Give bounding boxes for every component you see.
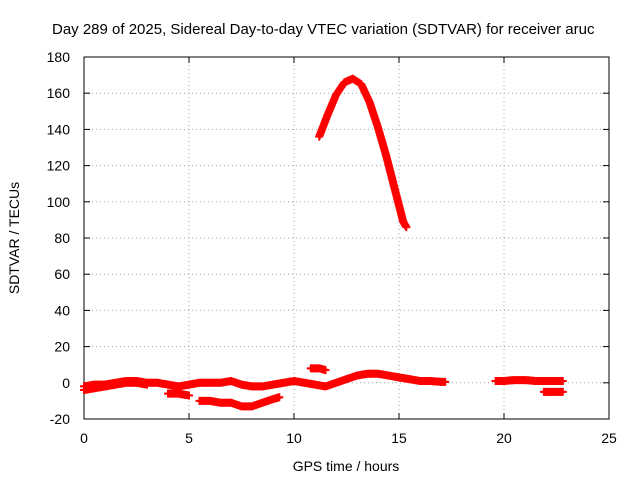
data-point — [143, 380, 151, 389]
x-tick-label: 0 — [80, 430, 88, 446]
data-point — [558, 387, 567, 396]
x-tick-label: 15 — [391, 430, 407, 446]
y-tick-label: 40 — [54, 302, 70, 318]
y-tick-label: -20 — [50, 411, 70, 427]
series-arc-short-2 — [306, 364, 330, 375]
data-point — [441, 377, 450, 386]
data-point — [558, 376, 567, 385]
plot-frame — [83, 56, 610, 420]
x-tick-label: 20 — [496, 430, 512, 446]
series-arc-late — [491, 376, 567, 385]
chart-title: Day 289 of 2025, Sidereal Day-to-day VTE… — [52, 21, 595, 38]
y-tick-label: 20 — [54, 339, 70, 355]
x-tick-label: 10 — [286, 430, 302, 446]
y-tick-label: 160 — [47, 85, 71, 101]
y-tick-labels: -20 0 20 40 60 80 100 120 140 160 180 — [47, 49, 71, 427]
series-arc-late-short — [539, 387, 567, 396]
x-tick-label: 25 — [601, 430, 617, 446]
grid — [84, 57, 609, 419]
data-point — [185, 391, 193, 400]
series-arc-low-offset — [80, 378, 151, 395]
data-points — [80, 74, 567, 411]
y-tick-label: 120 — [47, 158, 71, 174]
series-arc-peak — [315, 74, 411, 232]
series-arc-short-1 — [164, 389, 193, 400]
axis-ticks — [83, 56, 610, 420]
y-tick-label: 60 — [54, 266, 70, 282]
y-tick-label: 80 — [54, 230, 70, 246]
series-arc-negative — [195, 393, 284, 411]
x-tick-labels: 0 5 10 15 20 25 — [80, 430, 617, 446]
x-tick-label: 5 — [185, 430, 193, 446]
y-tick-label: 140 — [47, 121, 71, 137]
y-tick-label: 180 — [47, 49, 71, 65]
y-axis-label: SDTVAR / TECUs — [6, 182, 22, 294]
y-tick-label: 100 — [47, 194, 71, 210]
y-tick-label: 0 — [62, 375, 70, 391]
x-axis-label: GPS time / hours — [293, 458, 400, 474]
data-point — [321, 366, 330, 375]
data-point — [275, 393, 284, 402]
data-point — [402, 223, 411, 232]
